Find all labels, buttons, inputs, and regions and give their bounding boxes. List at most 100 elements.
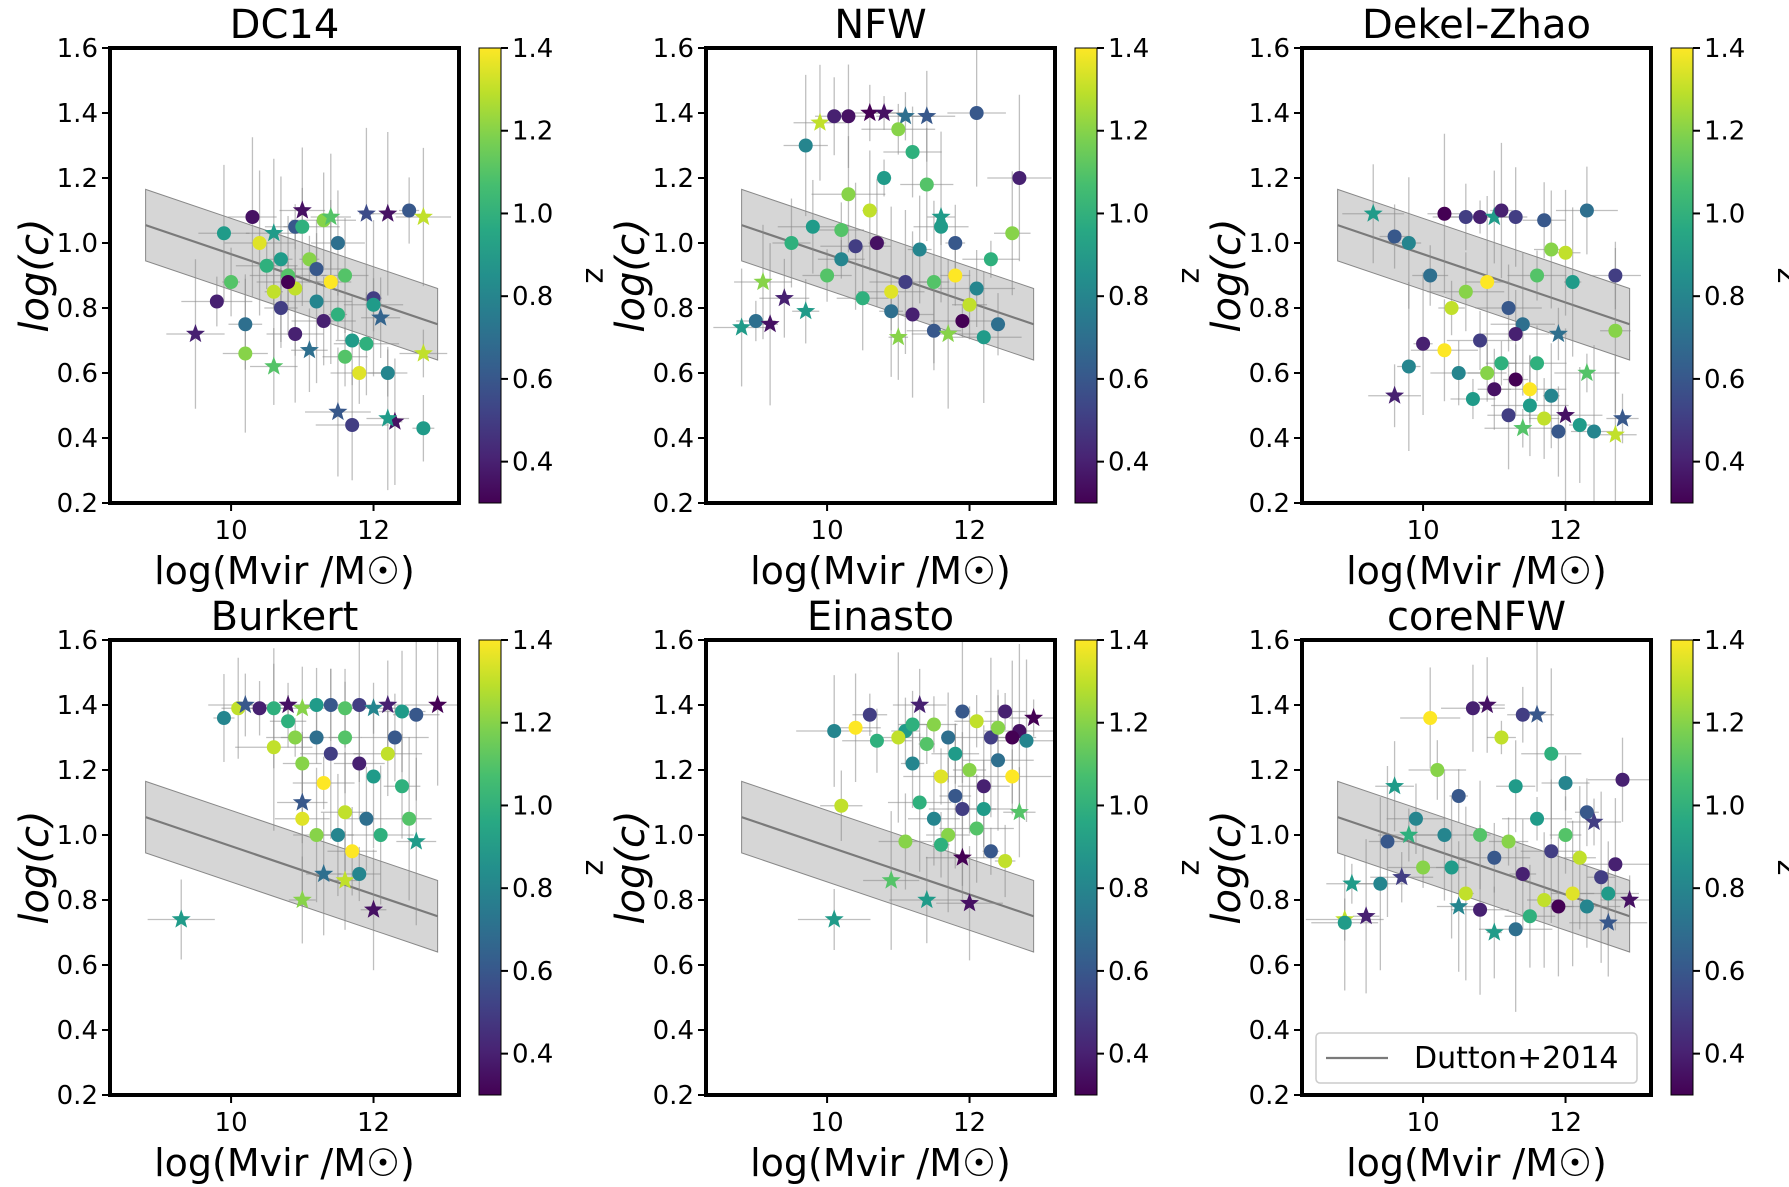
circle-marker (1537, 411, 1552, 426)
star-marker (824, 909, 844, 928)
circle-marker (1579, 805, 1594, 820)
circle-marker (1579, 899, 1594, 914)
circle-marker (1544, 746, 1559, 761)
y-axis-label: log(c) (12, 218, 58, 332)
circle-marker (273, 301, 288, 315)
relation-line (1337, 224, 1630, 326)
circle-marker (877, 171, 892, 185)
circle-marker (955, 704, 970, 719)
circle-marker (252, 701, 267, 716)
circle-marker (1416, 860, 1431, 875)
circle-marker (1558, 776, 1573, 790)
circle-marker (1480, 275, 1495, 289)
panel-title: Dekel-Zhao (1362, 2, 1591, 48)
circle-marker (1530, 811, 1545, 826)
circle-marker (1423, 711, 1438, 725)
star-marker (1556, 405, 1575, 424)
colorbar-label: z (1770, 268, 1789, 284)
y-tick-label: 1.0 (57, 821, 98, 851)
circle-marker (969, 281, 984, 296)
colorbar-tick-label: 1.4 (1704, 626, 1745, 656)
x-tick-label: 12 (953, 1108, 986, 1138)
colorbar-tick-label: 1.0 (1704, 791, 1745, 821)
circle-marker (1530, 356, 1545, 371)
circle-marker (352, 366, 367, 380)
circle-marker (266, 701, 281, 716)
circle-marker (345, 418, 360, 432)
y-tick-label: 1.4 (57, 691, 98, 721)
circle-marker (266, 740, 281, 755)
y-tick-label: 0.8 (1249, 294, 1290, 324)
star-marker (952, 847, 972, 866)
circle-marker (1594, 870, 1609, 885)
circle-marker (273, 252, 288, 267)
circle-marker (934, 769, 949, 784)
circle-marker (869, 236, 884, 250)
star-marker (1484, 922, 1504, 941)
circle-marker (1544, 242, 1559, 257)
y-tick-label: 0.2 (57, 489, 98, 519)
y-axis-label: log(c) (12, 810, 58, 924)
panel-dc14: DC14 0.2 0.4 0.6 0.8 1.0 1.2 1.4 1.6 10 12log(Mvir… (12, 2, 613, 593)
circle-marker (955, 314, 970, 328)
y-tick-label: 1.6 (1249, 626, 1290, 656)
circle-marker (352, 698, 367, 712)
star-marker (171, 909, 191, 928)
circle-marker (1408, 811, 1423, 826)
y-tick-label: 0.4 (653, 1016, 694, 1046)
circle-marker (295, 219, 310, 234)
circle-marker (1572, 418, 1587, 432)
x-tick-label: 12 (357, 1108, 390, 1138)
star-marker (1342, 873, 1362, 892)
star-marker (385, 411, 405, 430)
circle-marker (416, 421, 431, 436)
circle-marker (338, 805, 353, 820)
star-marker (278, 695, 298, 714)
circle-marker (983, 730, 998, 745)
circle-marker (1473, 210, 1488, 224)
y-tick-label: 0.6 (57, 951, 98, 981)
colorbar-tick-label: 1.4 (1704, 34, 1745, 64)
y-tick-label: 0.4 (57, 1016, 98, 1046)
circle-marker (1522, 909, 1537, 924)
data-points (1363, 203, 1632, 443)
circle-marker (245, 210, 260, 224)
star-marker (1449, 896, 1469, 915)
star-marker (1527, 704, 1547, 723)
y-tick-label: 0.6 (653, 951, 694, 981)
star-marker (406, 831, 426, 850)
y-tick-label: 1.2 (1249, 756, 1290, 786)
star-marker (1605, 424, 1625, 443)
star-marker (292, 792, 312, 811)
colorbar-tick-label: 0.4 (1704, 1040, 1745, 1070)
circle-marker (948, 789, 963, 803)
star-marker (292, 890, 312, 909)
circle-marker (926, 717, 941, 732)
circle-marker (1515, 707, 1530, 722)
colorbar-tick-label: 1.0 (1108, 199, 1149, 229)
circle-marker (281, 714, 296, 729)
circle-marker (373, 828, 388, 842)
circle-marker (1005, 730, 1020, 745)
circle-marker (1551, 899, 1566, 914)
panel-einasto: Einasto 0.2 0.4 0.6 0.8 1.0 1.2 1.4 1.6 10 12log(M… (608, 594, 1209, 1185)
circle-marker (919, 737, 934, 751)
colorbar-tick-label: 0.8 (1108, 282, 1149, 312)
star-marker (1356, 906, 1376, 925)
y-tick-label: 0.4 (653, 424, 694, 454)
circle-marker (1487, 850, 1502, 865)
data-points (732, 103, 1027, 346)
circle-marker (905, 717, 920, 732)
colorbar-tick-label: 1.2 (1108, 709, 1149, 739)
y-tick-label: 1.4 (1249, 691, 1290, 721)
star-marker (413, 207, 433, 226)
star-marker (1477, 695, 1497, 714)
y-axis-label: log(c) (1204, 810, 1250, 924)
relation-line (741, 816, 1034, 918)
circle-marker (884, 304, 899, 319)
circle-marker (366, 297, 381, 312)
star-marker (917, 106, 937, 125)
x-tick-label: 12 (1549, 1108, 1582, 1138)
y-tick-label: 0.2 (653, 489, 694, 519)
y-tick-label: 1.2 (653, 756, 694, 786)
